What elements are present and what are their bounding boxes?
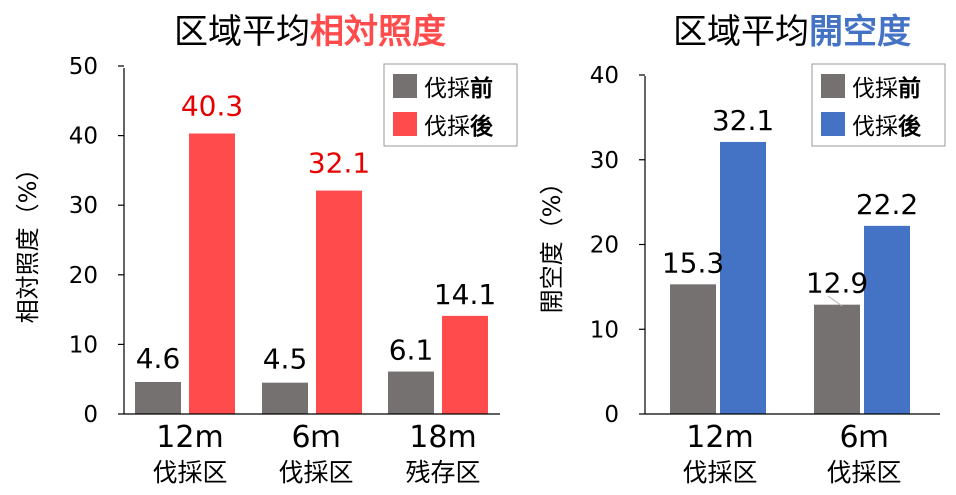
data-label-before: 12.9	[806, 267, 868, 300]
y-tick-label: 10	[69, 332, 98, 358]
x-category-label: 12m	[686, 420, 753, 455]
bar-before	[135, 381, 181, 414]
data-labels: 15.3 12.9 32.1 22.2	[662, 104, 918, 300]
bar-before	[262, 382, 308, 414]
legend-swatch-before	[393, 74, 417, 98]
legend-label-before: 伐採前	[852, 75, 921, 102]
data-label-after: 22.2	[856, 188, 918, 221]
y-axis-ticks: 0 10 20 30 40	[590, 63, 645, 428]
x-category-label: 6ｍ	[839, 420, 888, 455]
bar-after	[720, 141, 766, 414]
legend: 伐採前 伐採後	[383, 63, 518, 147]
data-label-after: 32.1	[712, 104, 774, 137]
x-category-label: 6ｍ	[291, 420, 340, 455]
legend-swatch-before	[821, 74, 845, 98]
x-axis-categories: 12m 伐採区 6ｍ 伐採区 18m 残存区	[152, 420, 480, 487]
chart-title: 区域平均開空度	[673, 12, 911, 52]
x-category-sublabel: 伐採区	[682, 458, 757, 487]
bars	[135, 133, 488, 414]
chart-relative-illuminance: 区域平均相対照度 相対照度（%） 0 10 20 30 40 50 4.6 4.5 6.1 40…	[14, 12, 518, 487]
legend-label-before: 伐採前	[424, 75, 493, 102]
bars	[670, 141, 910, 414]
x-category-sublabel: 伐採区	[826, 458, 901, 487]
legend-swatch-after	[821, 112, 845, 136]
bar-after	[316, 190, 362, 414]
legend-label-after: 伐採後	[852, 113, 922, 140]
x-axis-categories: 12m 伐採区 6ｍ 伐採区	[682, 420, 901, 487]
bar-before	[388, 371, 434, 414]
data-label-before: 6.1	[389, 334, 434, 367]
y-tick-label: 30	[590, 148, 619, 174]
data-label-after: 32.1	[308, 147, 370, 180]
legend-swatch-after	[393, 112, 417, 136]
data-label-before: 4.6	[136, 342, 181, 375]
y-tick-label: 20	[590, 233, 619, 259]
chart-open-sky: 区域平均開空度 開空度（%） 0 10 20 30 40 15.3 12.9 32.1 22.…	[538, 12, 946, 487]
y-tick-label: 40	[590, 63, 619, 89]
x-category-label: 18m	[409, 420, 476, 455]
y-axis-label: 相対照度（%）	[14, 157, 42, 324]
x-category-sublabel: 伐採区	[152, 458, 227, 487]
y-axis-label: 開空度（%）	[538, 171, 566, 314]
legend: 伐採前 伐採後	[811, 63, 946, 147]
y-tick-label: 10	[590, 317, 619, 343]
data-labels: 4.6 4.5 6.1 40.3 32.1 14.1	[136, 90, 496, 376]
y-tick-label: 50	[69, 54, 98, 80]
bar-after	[189, 133, 235, 414]
bar-after	[864, 225, 910, 414]
data-label-after: 40.3	[181, 90, 243, 123]
y-tick-label: 0	[83, 402, 98, 428]
x-category-sublabel: 残存区	[405, 458, 480, 487]
y-tick-label: 30	[69, 193, 98, 219]
legend-label-after: 伐採後	[424, 113, 494, 140]
y-tick-label: 20	[69, 263, 98, 289]
data-label-before: 4.5	[263, 343, 308, 376]
y-tick-label: 40	[69, 124, 98, 150]
bar-before	[670, 284, 716, 414]
y-axis-ticks: 0 10 20 30 40 50	[69, 54, 124, 428]
leader-line	[827, 295, 843, 307]
bar-before	[814, 304, 860, 414]
bar-after	[442, 315, 488, 414]
x-category-label: 12m	[156, 420, 223, 455]
data-label-before: 15.3	[662, 246, 724, 279]
x-category-sublabel: 伐採区	[278, 458, 353, 487]
data-label-after: 14.1	[434, 278, 496, 311]
y-tick-label: 0	[604, 402, 619, 428]
chart-title: 区域平均相対照度	[174, 12, 446, 52]
